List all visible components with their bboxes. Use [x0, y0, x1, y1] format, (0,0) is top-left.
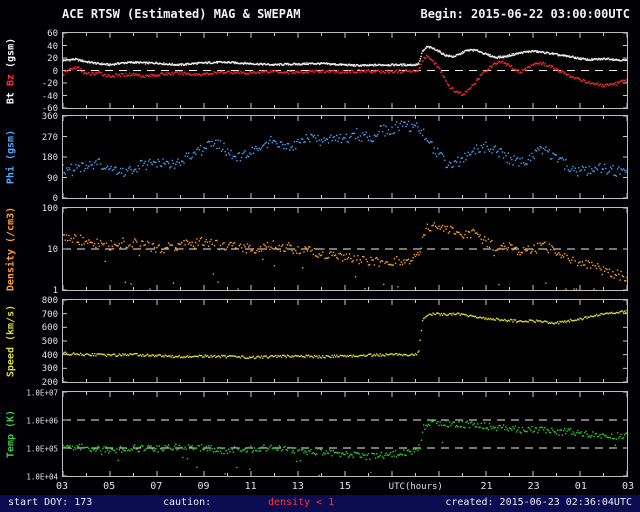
caution-value: density < 1 [268, 497, 335, 508]
begin-timestamp: Begin: 2015-06-22 03:00:00UTC [420, 7, 630, 21]
y-tick-label: 400 [41, 350, 58, 361]
series-bt [63, 45, 627, 67]
y-tick-label: 1.0E+05 [26, 444, 58, 454]
caution-label: caution: [163, 497, 212, 508]
x-axis-title: UTC(hours) [386, 482, 445, 492]
y-tick-label: -20 [41, 79, 58, 89]
y-axis-label-part: Density (/cm3) [5, 206, 17, 292]
y-tick-label: 1 [52, 286, 58, 296]
y-tick-label: 20 [47, 54, 58, 64]
y-tick-label: -60 [41, 104, 58, 114]
x-tick-label: 13 [291, 481, 304, 492]
x-axis: 03050709111315171921230103UTC(hours) [56, 481, 634, 494]
scatter-canvas-temp [63, 392, 627, 476]
y-axis-label: Bt Bz (gsm) [6, 37, 17, 103]
y-tick-label: 1.0E+04 [26, 472, 58, 482]
panel-bt-bz: Bt Bz (gsm) 60 40 20 0 -20 -40 -60 [6, 29, 628, 114]
y-tick-label: 100 [41, 204, 58, 214]
y-tick-label: 0 [52, 194, 58, 204]
created-timestamp: created: 2015-06-23 02:36:04UTC [445, 497, 632, 508]
x-tick-label: 03 [55, 481, 69, 492]
series-phi [63, 120, 627, 178]
y-axis-label: Phi (gsm) [6, 130, 17, 184]
x-tick-label: 23 [527, 481, 540, 492]
y-axis-label-part: (gsm) [5, 37, 17, 68]
series-density [63, 222, 627, 290]
y-tick-label: 200 [41, 378, 58, 388]
y-axis-label-part: Temp (K) [5, 409, 17, 459]
y-axis-label: Temp (K) [6, 410, 17, 458]
y-axis-label-part: Phi (gsm) [5, 129, 17, 185]
y-axis-label: Speed (km/s) [6, 305, 17, 377]
footer-bar: start DOY: 173 caution: density < 1 crea… [0, 495, 640, 512]
series-temp [63, 419, 627, 476]
start-doy-label: start DOY: 173 [8, 497, 93, 508]
scatter-canvas-phi [63, 116, 627, 198]
y-tick-label: 500 [41, 337, 58, 347]
y-tick-label: 360 [41, 112, 58, 122]
panel-speed: Speed (km/s) 800 700 600 500 400 300 200 [6, 296, 628, 388]
panel-phi: Phi (gsm) 360 270 180 90 0 [6, 112, 628, 204]
y-tick-label: 0 [52, 66, 58, 77]
y-tick-label: 60 [47, 29, 58, 39]
x-tick-label: 07 [150, 481, 163, 492]
x-tick-label: 21 [480, 481, 493, 492]
y-axis-label: Density (/cm3) [6, 207, 17, 291]
y-tick-label: 700 [41, 309, 58, 320]
scatter-canvas-density [63, 208, 627, 290]
y-tick-label: 180 [41, 153, 58, 163]
y-tick-label: 40 [47, 41, 58, 52]
y-tick-label: 10 [47, 245, 58, 255]
y-tick-label: -40 [41, 91, 58, 102]
series-speed [63, 309, 627, 360]
x-tick-label: 01 [574, 481, 587, 492]
x-tick-label: 05 [103, 481, 116, 492]
x-tick-label: 03 [621, 481, 635, 492]
y-tick-label: 1.0E+07 [26, 388, 58, 398]
x-tick-label: 15 [338, 481, 352, 492]
y-axis-label-part: Bt [5, 85, 17, 104]
plot-title: ACE RTSW (Estimated) MAG & SWEPAM [62, 7, 301, 21]
y-tick-label: 300 [41, 364, 58, 375]
y-tick-label: 1.0E+06 [26, 416, 58, 426]
x-tick-label: 09 [197, 481, 210, 492]
y-axis-label-part: Bz [5, 67, 17, 86]
series-bz [63, 54, 627, 96]
scatter-canvas-bt-bz [63, 33, 627, 108]
scatter-canvas-speed [63, 300, 627, 382]
x-tick-label: 11 [244, 481, 257, 492]
y-axis-label-part: Speed (km/s) [5, 304, 17, 378]
y-tick-label: 600 [41, 323, 58, 334]
panel-temp: Temp (K) 1.0E+07 1.0E+06 1.0E+05 1.0E+04 [6, 389, 628, 482]
panel-density: Density (/cm3) 100 10 1 [6, 204, 628, 296]
y-tick-label: 800 [41, 296, 58, 306]
y-tick-label: 270 [41, 132, 58, 143]
y-tick-label: 90 [47, 173, 58, 184]
